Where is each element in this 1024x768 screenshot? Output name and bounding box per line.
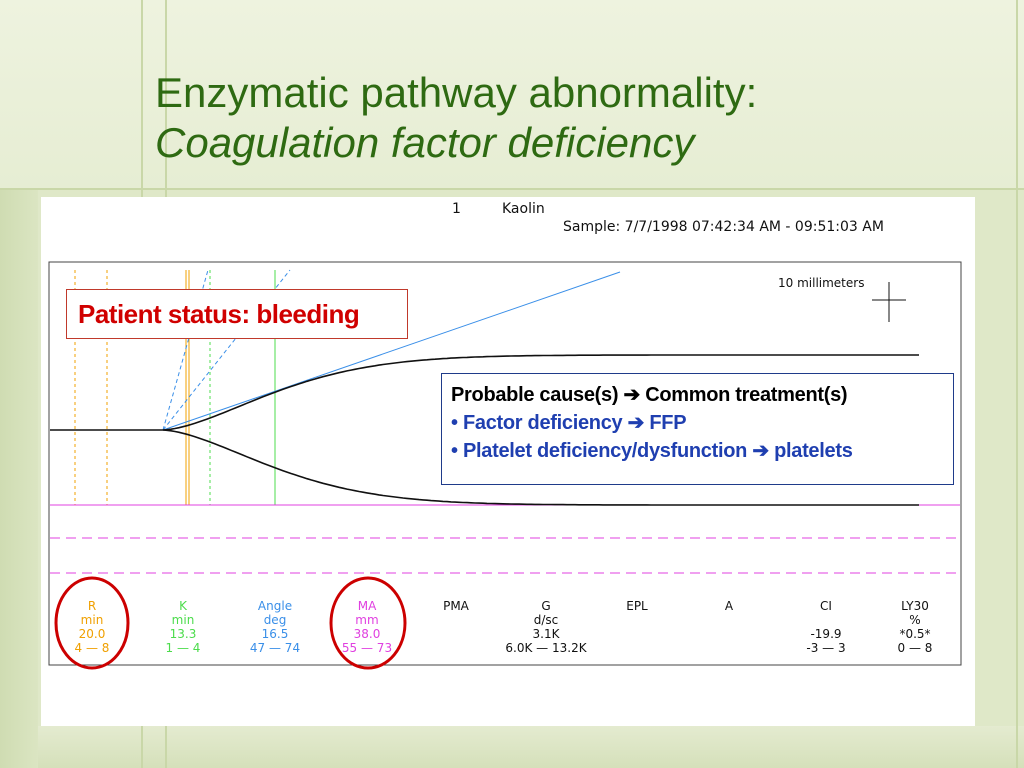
parameter-epl: EPL [592, 599, 682, 655]
parameter-name: LY30 [901, 599, 929, 613]
chart-frame [48, 261, 962, 666]
parameter-name: EPL [626, 599, 648, 613]
slide-title: Enzymatic pathway abnormality: Coagulati… [155, 68, 757, 168]
decor-line [0, 188, 1024, 190]
parameter-angle: Angle deg 16.5 47 — 74 [230, 599, 320, 655]
parameter-name: PMA [443, 599, 469, 613]
cause-text: Factor deficiency [462, 412, 623, 434]
parameter-value: 13.3 [169, 627, 197, 641]
parameter-value: 20.0 [78, 627, 106, 641]
cause-text: Platelet deficiency/dysfunction [462, 440, 748, 462]
parameter-range: 4 — 8 [74, 641, 110, 655]
parameter-name: G [541, 599, 551, 613]
treatment-text: FFP [649, 412, 687, 434]
parameter-a: A [684, 599, 774, 655]
parameter-unit: deg [263, 613, 287, 627]
parameter-name: MA [357, 599, 377, 613]
parameter-value: -19.9 [810, 627, 842, 641]
slide-bottom-band [38, 726, 1024, 768]
parameter-name: CI [820, 599, 832, 613]
parameter-range: 47 — 74 [249, 641, 301, 655]
parameter-name: K [179, 599, 187, 613]
sample-time: Sample: 7/7/1998 07:42:34 AM - 09:51:03 … [563, 219, 884, 235]
parameter-unit [684, 613, 774, 627]
parameter-range: -3 — 3 [806, 641, 846, 655]
parameter-name: A [724, 599, 734, 613]
parameter-unit [781, 613, 871, 627]
cause-treatment-heading: Probable cause(s) ➔ Common treatment(s) [451, 381, 953, 409]
parameter-range [684, 641, 774, 655]
r-highlight-circle [54, 576, 130, 670]
parameter-range: 1 — 4 [165, 641, 201, 655]
decor-line [1016, 0, 1018, 768]
cause-item-factor: • Factor deficiency ➔ FFP [451, 409, 953, 437]
bullet-icon: • [451, 412, 458, 434]
parameter-range: 6.0K — 13.2K [505, 641, 587, 655]
chart-tracing [50, 354, 919, 506]
parameter-value [411, 627, 501, 641]
parameter-unit: mm [355, 613, 379, 627]
parameter-value: 38.0 [353, 627, 381, 641]
treatment-text: platelets [774, 440, 853, 462]
parameter-name: R [87, 599, 97, 613]
scale-indicator: 10 millimeters [778, 276, 906, 322]
ma-highlight-circle [329, 576, 407, 670]
treatment-heading: Common treatment(s) [645, 384, 848, 406]
parameter-value: 3.1K [532, 627, 560, 641]
title-line-2: Coagulation factor deficiency [155, 119, 695, 166]
parameter-value [684, 627, 774, 641]
channel-number: 1 [452, 201, 461, 217]
parameter-value: *0.5* [899, 627, 931, 641]
parameter-unit [592, 613, 682, 627]
parameter-range [592, 641, 682, 655]
parameter-range: 55 — 73 [341, 641, 393, 655]
parameter-unit: % [909, 613, 921, 627]
parameter-unit: min [80, 613, 104, 627]
cause-item-platelet: • Platelet deficiency/dysfunction ➔ plat… [451, 437, 953, 465]
activator-label: Kaolin [502, 201, 545, 217]
angle-line [162, 271, 621, 431]
upper-trace [162, 354, 919, 431]
parameter-unit: min [171, 613, 195, 627]
arrow-right-icon: ➔ [752, 440, 769, 462]
cause-heading: Probable cause(s) [451, 384, 619, 406]
parameter-unit [411, 613, 501, 627]
parameter-name: Angle [257, 599, 293, 613]
parameter-range: 0 — 8 [897, 641, 933, 655]
arrow-right-icon: ➔ [627, 412, 645, 434]
title-line-1: Enzymatic pathway abnormality: [155, 69, 758, 116]
parameter-value: 16.5 [261, 627, 289, 641]
parameter-highlights [54, 576, 407, 670]
patient-status-box: Patient status: bleeding [66, 289, 408, 339]
parameter-range [411, 641, 501, 655]
lower-trace [162, 429, 919, 506]
arrow-right-icon: ➔ [623, 384, 640, 406]
parameter-value [592, 627, 682, 641]
parameter-ma: MA mm 38.0 55 — 73 [322, 599, 412, 655]
parameter-unit: d/sc [533, 613, 559, 627]
cause-treatment-box: Probable cause(s) ➔ Common treatment(s) … [441, 373, 954, 485]
slide-left-band [0, 190, 38, 768]
slide-top-band [0, 0, 1024, 190]
parameter-pma: PMA [411, 599, 501, 655]
parameter-ly30: LY30% *0.5* 0 — 8 [870, 599, 960, 655]
scale-label: 10 millimeters [778, 276, 864, 290]
parameter-ci: CI -19.9 -3 — 3 [781, 599, 871, 655]
bullet-icon: • [451, 440, 458, 462]
